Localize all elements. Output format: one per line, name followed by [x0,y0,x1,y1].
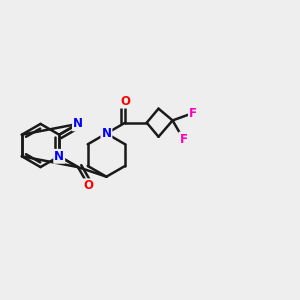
Text: N: N [73,117,83,130]
Text: N: N [54,150,64,163]
Text: F: F [179,133,188,146]
Text: O: O [120,94,130,108]
Text: N: N [101,127,111,140]
Text: O: O [84,179,94,192]
Text: F: F [189,106,197,119]
